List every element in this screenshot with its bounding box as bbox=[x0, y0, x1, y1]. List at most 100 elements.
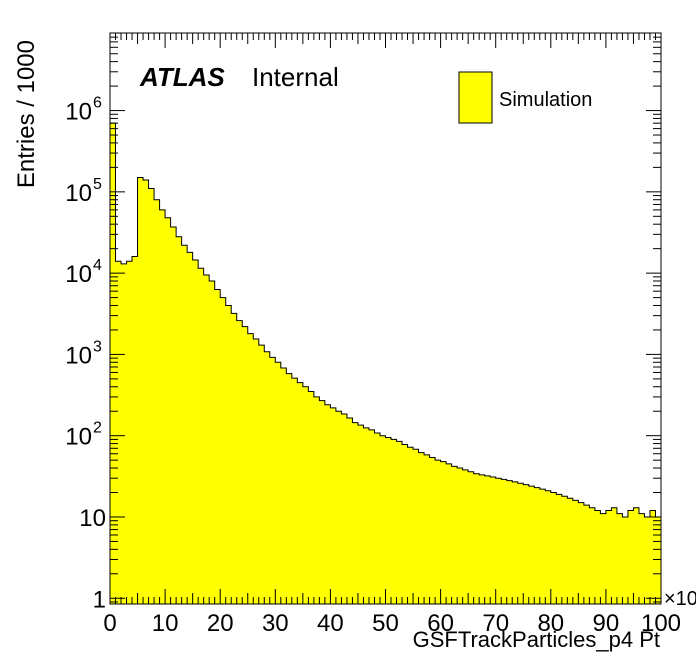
histogram-bin bbox=[594, 510, 601, 604]
y-tick-label: 10 bbox=[65, 99, 92, 126]
histogram-bin bbox=[132, 256, 138, 604]
histogram-bin bbox=[550, 492, 557, 604]
histogram-bin bbox=[402, 444, 408, 604]
histogram-bin bbox=[165, 217, 171, 604]
histogram-bin bbox=[396, 441, 403, 604]
x-tick-label: 30 bbox=[262, 610, 289, 637]
histogram-bin bbox=[424, 454, 430, 604]
histogram-bin bbox=[605, 510, 612, 604]
y-tick-exponent: 3 bbox=[93, 338, 102, 355]
histogram-bin bbox=[203, 274, 210, 604]
histogram-bin bbox=[495, 478, 502, 604]
histogram-bin bbox=[209, 281, 216, 604]
histogram-bin bbox=[638, 513, 645, 604]
histogram-bin bbox=[159, 209, 166, 604]
x-tick-label: 60 bbox=[427, 610, 454, 637]
histogram-bin bbox=[280, 368, 287, 604]
x-tick-label: 50 bbox=[372, 610, 399, 637]
histogram-bin bbox=[374, 432, 381, 604]
histogram-bin bbox=[616, 513, 623, 604]
histogram-bin bbox=[121, 263, 127, 604]
histogram-bin bbox=[297, 382, 304, 604]
histogram-bin bbox=[220, 297, 227, 604]
histogram-bin bbox=[115, 261, 122, 604]
histogram-bin bbox=[170, 226, 177, 604]
histogram-bin bbox=[649, 510, 656, 604]
histogram-bin bbox=[611, 507, 618, 604]
histogram-bin bbox=[418, 452, 425, 604]
histogram-bin bbox=[413, 449, 419, 604]
x-tick-label: 40 bbox=[317, 610, 344, 637]
x-axis-label: GSFTrackParticles_p4 Pt bbox=[413, 627, 660, 652]
histogram-bin bbox=[473, 473, 480, 604]
histogram-bin bbox=[512, 481, 519, 604]
histogram-bin bbox=[291, 378, 298, 604]
histogram-bin bbox=[247, 333, 254, 604]
histogram-bin bbox=[148, 188, 155, 604]
x-tick-label: 20 bbox=[207, 610, 234, 637]
x-multiplier-label: ×10³ bbox=[664, 588, 696, 610]
histogram-bin bbox=[214, 289, 221, 604]
histogram-bin bbox=[264, 351, 271, 604]
legend-swatch bbox=[458, 71, 493, 124]
atlas-status-label: Internal bbox=[252, 62, 339, 92]
histogram-bin bbox=[490, 477, 497, 604]
histogram-bin bbox=[187, 252, 193, 604]
histogram-bin bbox=[578, 502, 585, 604]
plot-area bbox=[109, 122, 662, 605]
histogram-bin bbox=[479, 474, 486, 604]
histogram-bin bbox=[468, 471, 475, 604]
histogram-bin bbox=[137, 177, 144, 604]
histogram-bin bbox=[275, 362, 282, 604]
atlas-label: ATLAS bbox=[139, 62, 225, 92]
histogram-bin bbox=[231, 313, 238, 604]
y-tick-label: 10 bbox=[65, 180, 92, 207]
histogram-bin bbox=[198, 268, 205, 604]
histogram-bin bbox=[627, 510, 634, 604]
histogram-bin bbox=[352, 422, 359, 604]
y-tick-exponent: 4 bbox=[93, 257, 102, 274]
y-tick-label: 10 bbox=[65, 342, 92, 369]
histogram-bin bbox=[484, 475, 491, 604]
histogram-bin bbox=[583, 505, 590, 604]
histogram-bin bbox=[407, 447, 414, 604]
x-tick-label: 70 bbox=[482, 610, 509, 637]
histogram-bin bbox=[523, 484, 530, 604]
x-tick-label: 80 bbox=[537, 610, 564, 637]
histogram-bin bbox=[324, 404, 331, 604]
y-tick-exponent: 5 bbox=[93, 176, 102, 193]
x-tick-label: 100 bbox=[641, 610, 681, 637]
histogram-bin bbox=[176, 236, 182, 604]
histogram-bin bbox=[192, 260, 199, 604]
histogram-bin bbox=[335, 411, 342, 604]
legend-label: Simulation bbox=[499, 89, 592, 111]
histogram-bin bbox=[330, 407, 337, 604]
histogram-bin bbox=[363, 427, 370, 604]
histogram-bin bbox=[528, 486, 535, 604]
histogram-bin bbox=[154, 199, 160, 605]
histogram-bin bbox=[457, 468, 463, 604]
histogram-bin bbox=[534, 487, 541, 604]
y-tick-label: 1 bbox=[93, 586, 106, 613]
histogram-bin bbox=[302, 386, 309, 604]
histogram-bin bbox=[236, 320, 243, 604]
histogram-bin bbox=[346, 418, 353, 604]
y-tick-exponent: 6 bbox=[93, 95, 102, 112]
histogram-bin bbox=[561, 496, 568, 604]
histogram-bin bbox=[501, 479, 508, 604]
histogram-bin bbox=[539, 489, 546, 604]
histogram-bin bbox=[391, 439, 397, 604]
histogram-bin bbox=[126, 261, 133, 604]
histogram-bin bbox=[225, 305, 232, 604]
histogram-bin bbox=[385, 437, 392, 604]
histogram-bin bbox=[368, 429, 375, 604]
x-tick-label: 0 bbox=[103, 610, 116, 637]
histogram-bin bbox=[451, 466, 458, 604]
histogram-bin bbox=[341, 413, 348, 604]
histogram-bin bbox=[181, 245, 188, 604]
histogram-bin bbox=[258, 345, 265, 604]
histogram-bin bbox=[446, 463, 452, 604]
histogram-bin bbox=[622, 516, 629, 604]
